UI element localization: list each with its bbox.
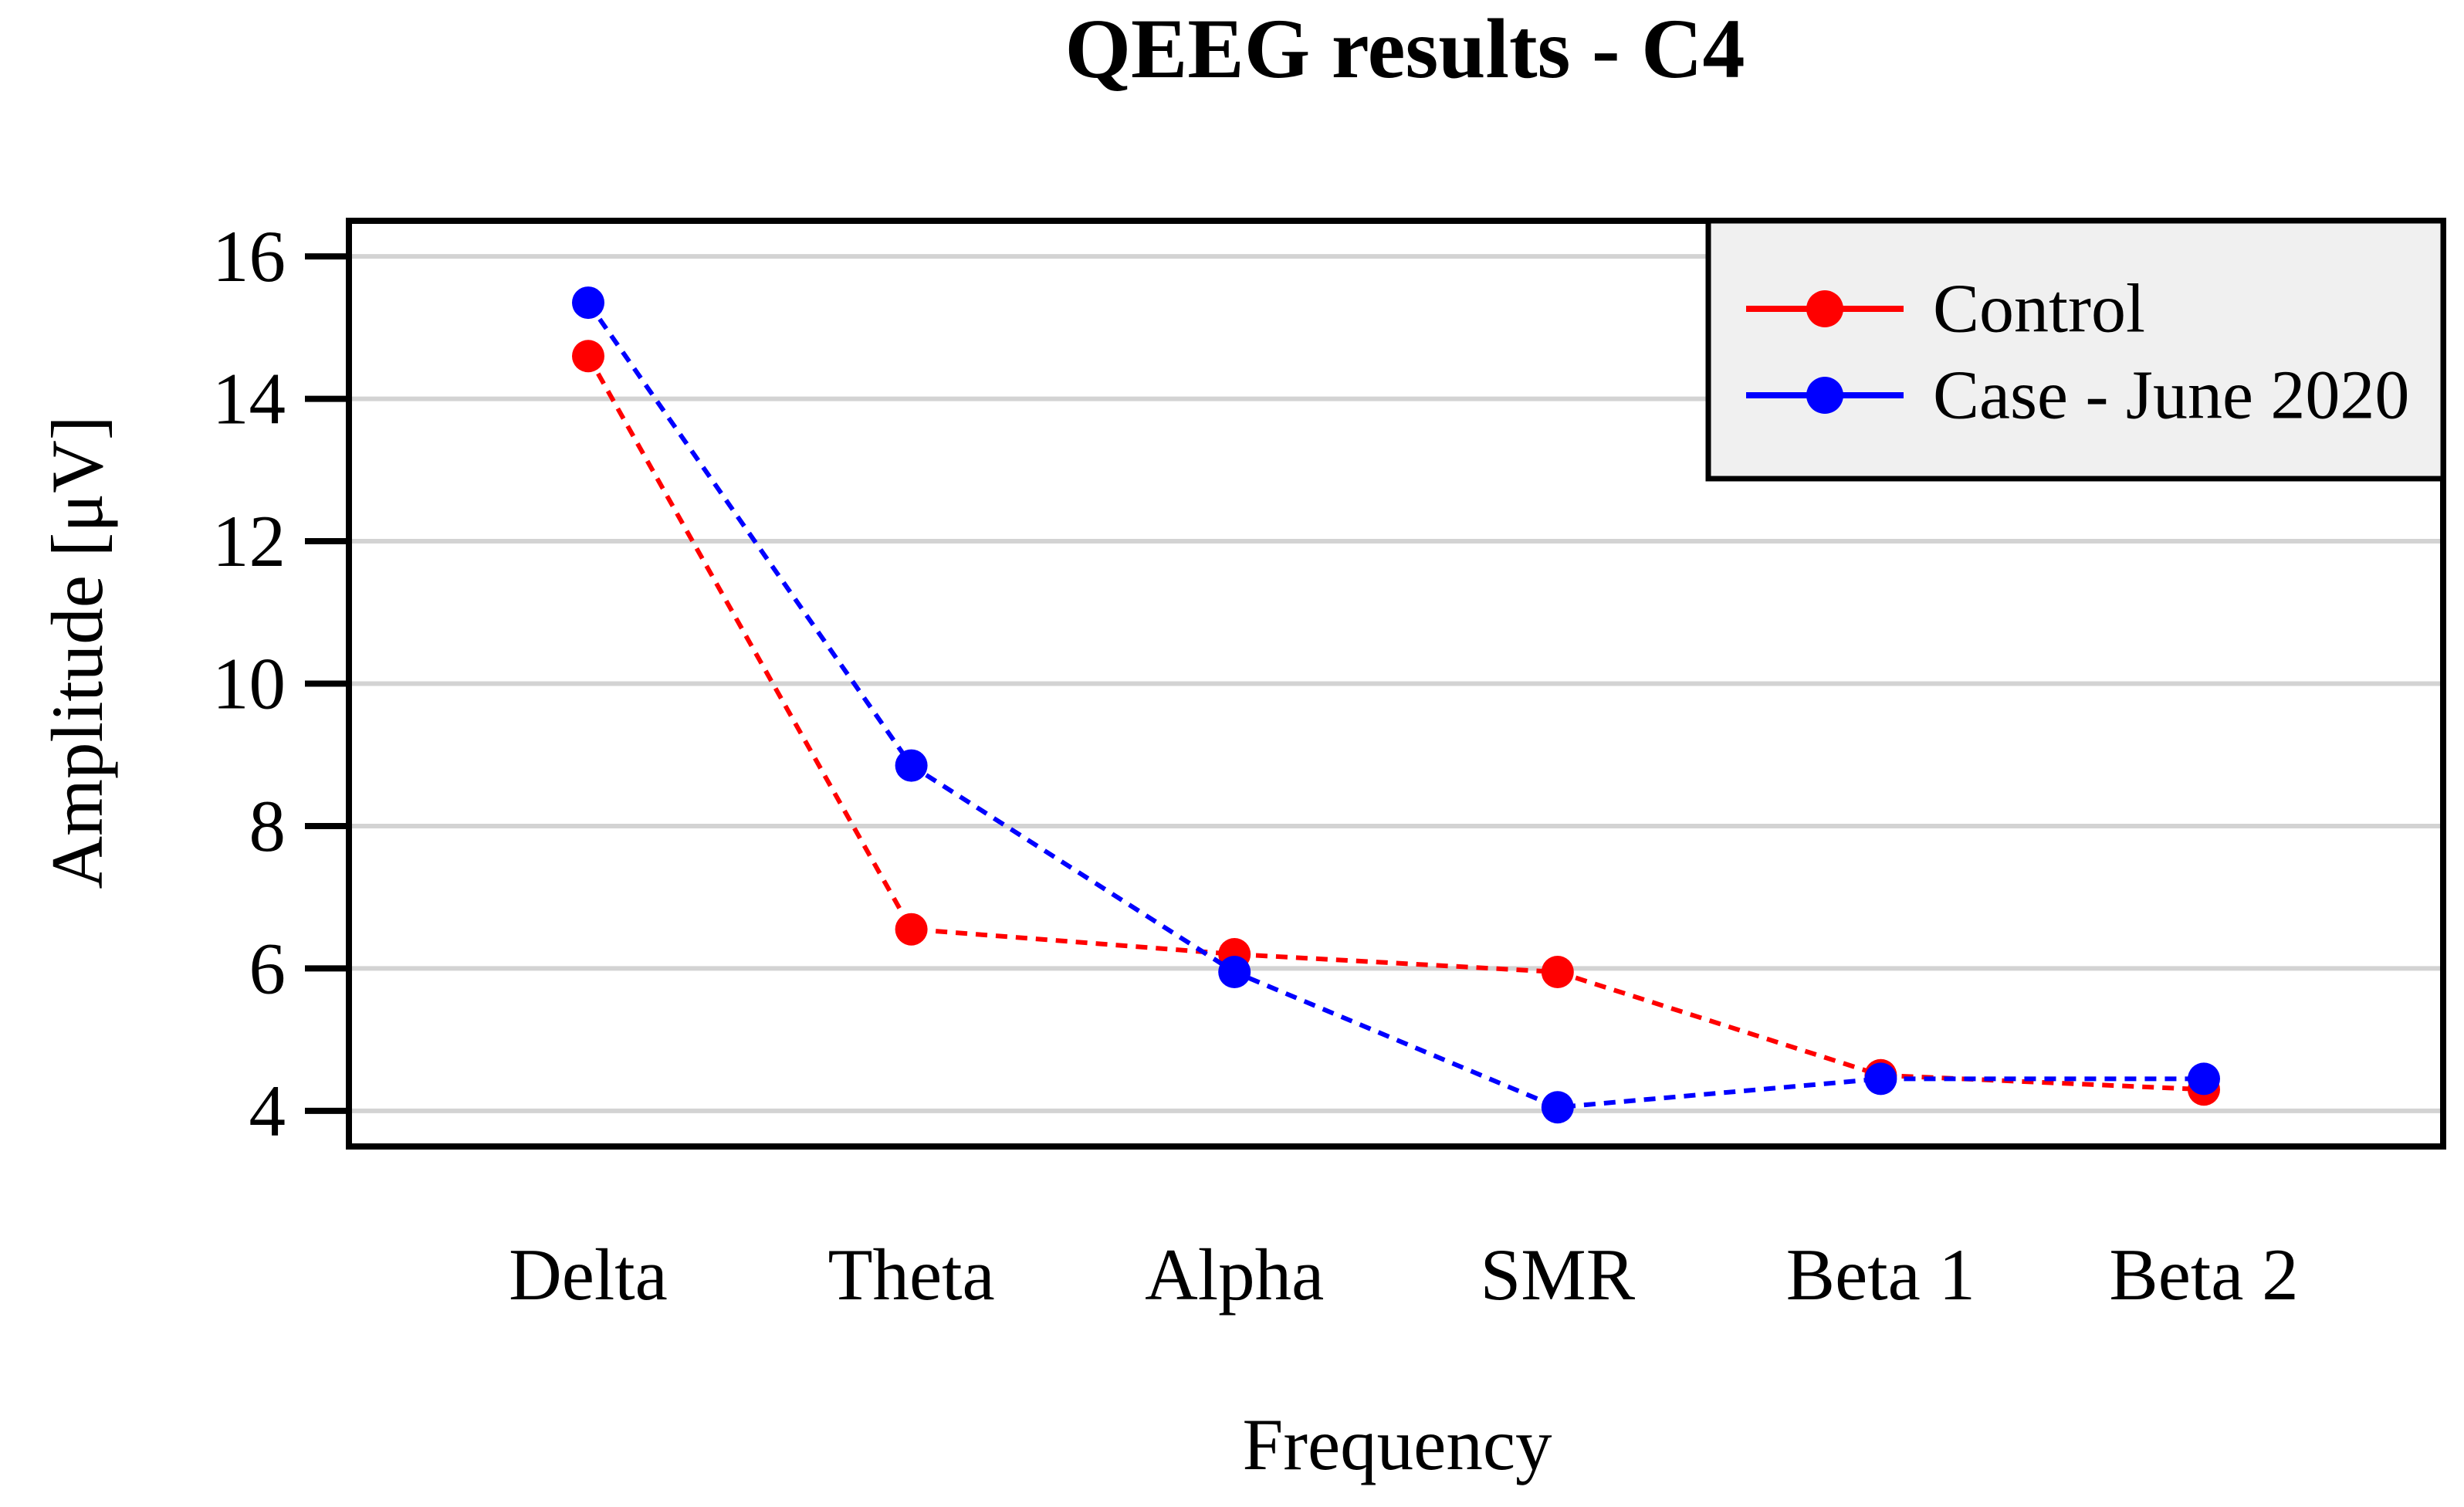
legend-label-control: Control — [1933, 271, 2145, 347]
marker-case-june-2020-beta-1 — [1864, 1062, 1897, 1096]
x-category-label-theta: Theta — [828, 1234, 994, 1316]
legend: Control Case - June 2020 — [1705, 218, 2446, 482]
marker-case-june-2020-delta — [572, 286, 604, 320]
y-tick-label-12: 12 — [212, 500, 286, 582]
series-line-case-june-2020 — [586, 301, 2204, 1110]
x-category-label-alpha: Alpha — [1145, 1234, 1324, 1316]
x-axis-title: Frequency — [1243, 1404, 1552, 1485]
y-tick-label-8: 8 — [249, 785, 286, 867]
marker-case-june-2020-alpha — [1218, 956, 1251, 989]
legend-box — [1705, 218, 2446, 482]
marker-case-june-2020-theta — [895, 749, 928, 782]
y-tick-label-14: 14 — [212, 358, 286, 440]
x-category-label-beta-2: Beta 2 — [2109, 1234, 2298, 1316]
legend-entry-case: Case - June 2020 — [1746, 357, 2409, 434]
marker-case-june-2020-beta-2 — [2188, 1062, 2220, 1096]
marker-control-theta — [895, 913, 928, 946]
y-tick-label-10: 10 — [212, 643, 286, 725]
series-line-control — [586, 354, 2205, 1092]
y-axis-title: Amplitude [μV] — [36, 416, 118, 889]
y-tick-label-6: 6 — [249, 927, 286, 1009]
series-layer — [572, 286, 2220, 1124]
legend-entry-control: Control — [1746, 271, 2145, 347]
chart-title: QEEG results - C4 — [1064, 2, 1745, 96]
marker-case-june-2020-smr — [1541, 1091, 1574, 1124]
x-category-label-delta: Delta — [509, 1234, 668, 1316]
legend-label-case: Case - June 2020 — [1933, 357, 2409, 434]
legend-marker-case — [1806, 377, 1843, 414]
marker-control-delta — [572, 340, 604, 373]
x-category-label-smr: SMR — [1480, 1234, 1635, 1316]
x-category-label-beta-1: Beta 1 — [1786, 1234, 1975, 1316]
legend-marker-control — [1806, 290, 1843, 327]
y-tick-label-4: 4 — [249, 1070, 286, 1152]
y-tick-label-16: 16 — [212, 215, 286, 297]
marker-control-smr — [1541, 956, 1574, 989]
axis-layer: 16 14 12 10 8 6 4 Delta Theta Alpha SMR Beta 1 Beta … — [212, 215, 2299, 1316]
grid-layer — [349, 254, 2443, 1113]
